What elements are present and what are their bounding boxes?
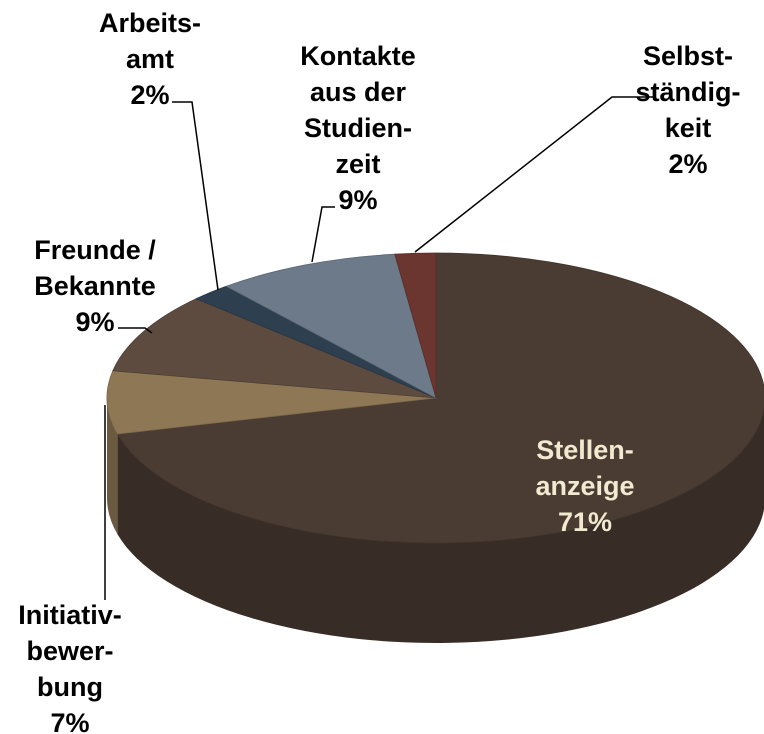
slice-side: [117, 408, 764, 643]
category-label: Selbst- ständig- keit: [635, 41, 741, 143]
leader-line: [311, 206, 335, 263]
category-label: Freunde / Bekannte: [34, 235, 156, 301]
slice-label: Selbst- ständig- keit 2%: [636, 38, 741, 182]
pie: [106, 252, 764, 643]
leader-line: [414, 96, 655, 253]
slice: [116, 252, 764, 544]
slice-label: Stellen- anzeige 71%: [535, 432, 634, 540]
category-label: Initiativ- bewer- bung: [18, 600, 122, 702]
leader-line: [172, 101, 219, 291]
value-label: 2%: [668, 149, 708, 179]
value-label: 9%: [338, 185, 378, 215]
category-label: Arbeits- amt: [98, 8, 202, 74]
slice-side: [107, 398, 118, 535]
leader-line: [118, 327, 153, 334]
slice: [106, 370, 437, 435]
slice-label: Initiativ- bewer- bung 7%: [18, 597, 122, 734]
value-label: 7%: [50, 708, 90, 734]
category-label: Stellen- anzeige: [535, 435, 635, 501]
slice: [225, 253, 437, 399]
slice-label: Freunde / Bekannte 9%: [34, 232, 156, 340]
value-label: 71%: [557, 507, 613, 537]
slice: [112, 298, 437, 399]
slice-label: Kontakte aus der Studien- zeit 9%: [300, 38, 416, 218]
slice-label: Arbeits- amt 2%: [99, 5, 201, 113]
category-label: Kontakte aus der Studien- zeit: [300, 41, 416, 179]
value-label: 9%: [75, 307, 115, 337]
value-label: 2%: [130, 80, 170, 110]
leader-lines: [104, 96, 655, 600]
slice: [394, 252, 437, 399]
